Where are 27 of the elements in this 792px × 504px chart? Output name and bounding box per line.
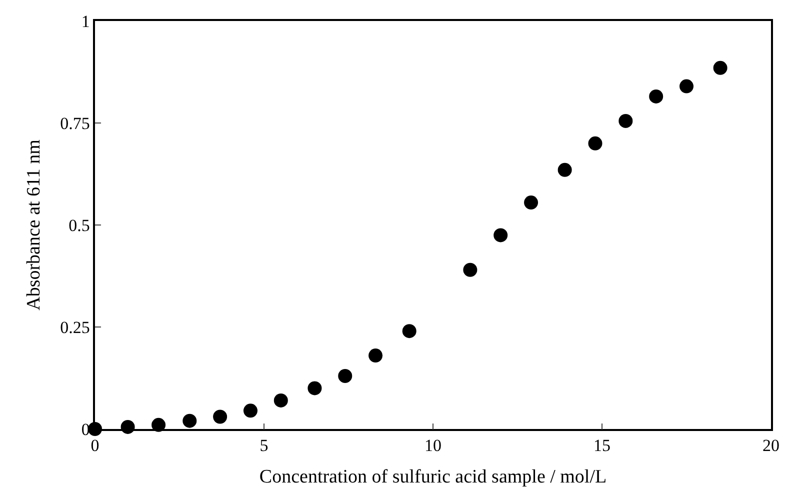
point (524, 196, 538, 210)
point (243, 404, 258, 418)
y-tick-label: 1 (81, 12, 90, 31)
point (368, 348, 383, 363)
point (649, 89, 664, 104)
point (558, 162, 572, 177)
x-axis-title: Concentration of sulfuric acid sample / mol/L (259, 466, 607, 488)
point (713, 60, 728, 75)
point (588, 136, 602, 150)
y-tick-label: 0.25 (60, 318, 90, 337)
point (463, 262, 478, 277)
y-tick-label: 0.75 (60, 114, 90, 133)
x-tick-label: 20 (762, 436, 780, 456)
point (213, 410, 228, 424)
point (494, 228, 508, 242)
point (182, 414, 197, 428)
point (338, 368, 352, 383)
point (618, 114, 633, 128)
point (680, 79, 694, 94)
y-tick-label: 0.5 (68, 216, 90, 235)
y-axis-title: Absorbance at 611 nm (23, 139, 44, 310)
point (308, 381, 322, 396)
point (402, 324, 416, 338)
x-tick-label: 15 (594, 436, 610, 456)
point (274, 393, 288, 408)
x-tick-label: 10 (424, 436, 442, 456)
x-tick-label: 5 (260, 436, 268, 456)
